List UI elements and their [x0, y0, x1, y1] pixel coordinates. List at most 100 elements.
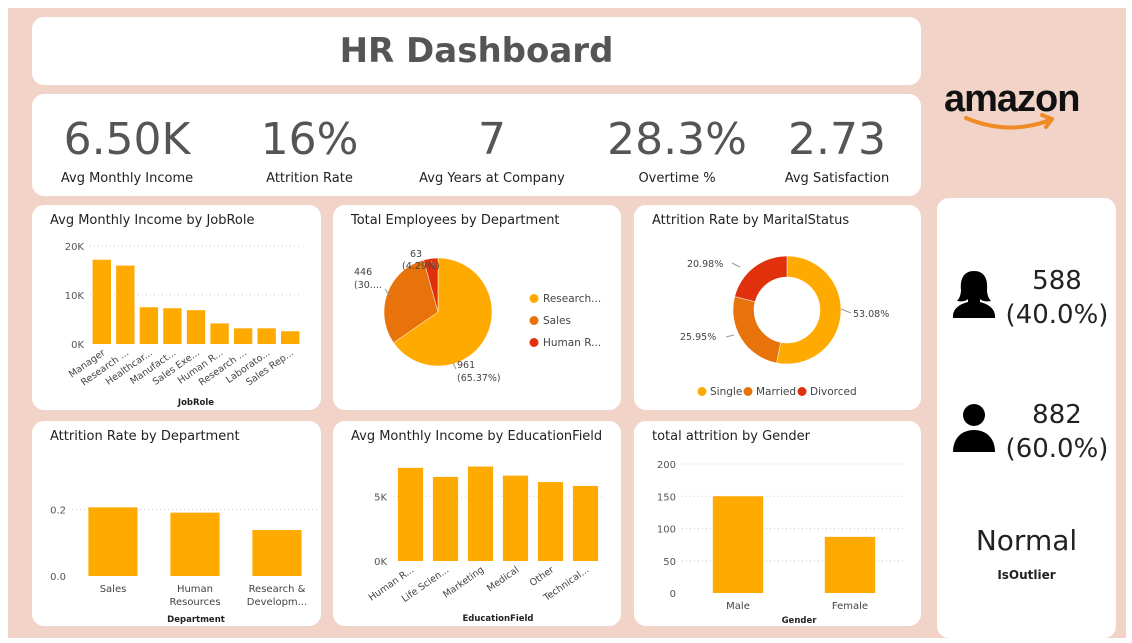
bar	[92, 259, 111, 344]
kpi-attrition-rate[interactable]: 16% Attrition Rate	[227, 94, 392, 196]
bar	[572, 485, 599, 561]
data-label: 20.98%	[687, 259, 723, 270]
amazon-logo: amazon	[938, 78, 1108, 138]
chart-title: Attrition Rate by MaritalStatus	[652, 213, 850, 228]
legend-marker	[797, 387, 807, 396]
legend-label: Human R...	[543, 337, 601, 349]
donut-slice	[776, 255, 842, 365]
y-tick-label: 0.2	[50, 505, 66, 516]
gender-summary-panel: 588 (40.0%) 882 (60.0%) Normal IsOutlier	[937, 198, 1116, 638]
donut-slice	[732, 296, 781, 364]
y-tick-label: 0K	[71, 340, 84, 351]
pie-slice	[423, 257, 439, 313]
legend-label: Married	[756, 386, 796, 398]
dashboard-canvas: HR Dashboard 6.50K Avg Monthly Income 16…	[8, 8, 1126, 638]
leader-line	[452, 362, 457, 370]
y-tick-label: 150	[657, 492, 676, 503]
x-tick-label: Female	[832, 601, 868, 612]
kpi-value: 6.50K	[63, 114, 191, 165]
kpi-value: 28.3%	[607, 114, 747, 165]
bar	[502, 475, 529, 561]
male-person-icon	[953, 404, 995, 452]
x-axis-label: JobRole	[177, 398, 214, 408]
title-panel: HR Dashboard	[32, 17, 921, 85]
y-tick-label: 20K	[65, 242, 85, 253]
bar	[281, 331, 300, 344]
bar	[467, 466, 494, 561]
bar	[824, 536, 876, 593]
leader-line	[731, 262, 741, 268]
chart-title: Attrition Rate by Department	[50, 429, 240, 444]
chart-title: total attrition by Gender	[652, 429, 810, 444]
female-count: 588 (40.0%)	[1001, 264, 1113, 332]
y-tick-label: 0K	[374, 557, 387, 568]
male-value: 882	[1032, 400, 1082, 430]
bar	[397, 467, 424, 561]
kpi-label: Avg Years at Company	[419, 171, 565, 186]
kpi-label: Avg Satisfaction	[784, 171, 890, 186]
outlier-label: IsOutlier	[997, 568, 1056, 582]
attrition-marital-chart: 53.08% 25.95% 20.98% Single Married Divorced	[680, 255, 889, 398]
bar	[170, 512, 220, 576]
data-label: 446	[354, 267, 372, 278]
bar	[186, 310, 206, 344]
kpi-overtime[interactable]: 28.3% Overtime %	[597, 94, 757, 196]
outlier-value: Normal	[975, 524, 1078, 557]
data-label: 53.08%	[853, 309, 889, 320]
bar	[210, 323, 229, 344]
chart-title: Avg Monthly Income by JobRole	[50, 213, 255, 228]
employees-department-chart: 961 (65.37%) 446 (30.... 63(4.29%) Research..…	[354, 249, 601, 384]
legend-label: Single	[710, 386, 742, 398]
legend-marker	[529, 294, 539, 303]
logo-smile-icon	[964, 113, 1054, 130]
kpi-value: 7	[478, 114, 506, 165]
male-count: 882 (60.0%)	[1001, 398, 1113, 466]
y-tick-label: 200	[657, 460, 676, 471]
logo-text: amazon	[944, 78, 1080, 120]
x-tick-label: Sales	[100, 584, 127, 595]
bar	[163, 308, 182, 344]
kpi-label: Overtime %	[638, 171, 716, 186]
kpi-avg-years[interactable]: 7 Avg Years at Company	[402, 94, 582, 196]
pie-slice	[393, 257, 493, 367]
kpi-label: Avg Monthly Income	[60, 171, 194, 186]
x-axis-label: EducationField	[462, 614, 533, 624]
leader-line	[384, 288, 390, 296]
kpi-value: 16%	[260, 114, 359, 165]
bar	[252, 530, 302, 576]
legend-marker	[529, 316, 539, 325]
leader-line	[430, 260, 436, 268]
female-value: 588	[1032, 266, 1082, 296]
y-tick-label: 0.0	[50, 572, 66, 583]
x-tick-label: Male	[726, 601, 750, 612]
kpi-avg-monthly-income[interactable]: 6.50K Avg Monthly Income	[42, 94, 212, 196]
bar	[233, 328, 253, 344]
bar	[139, 307, 159, 344]
x-tick-label: Medical	[485, 564, 521, 594]
leader-line	[840, 308, 852, 314]
pie-slice	[383, 259, 439, 344]
chart-panel-attrition-department: Attrition Rate by Department 0.0 0.2 Sales…	[32, 421, 321, 626]
x-tick-label: Developm...	[247, 597, 307, 608]
data-label: 63	[410, 249, 422, 260]
x-tick-label: Human	[177, 584, 213, 595]
female-pct: (40.0%)	[1005, 300, 1109, 330]
kpi-avg-satisfaction[interactable]: 2.73 Avg Satisfaction	[762, 94, 912, 196]
legend-label: Sales	[543, 315, 571, 327]
legend-label: Research...	[543, 293, 601, 305]
y-tick-label: 10K	[65, 291, 85, 302]
legend-label: Divorced	[810, 386, 857, 398]
y-tick-label: 5K	[374, 492, 387, 503]
data-label: 25.95%	[680, 332, 716, 343]
kpi-panel: 6.50K Avg Monthly Income 16% Attrition R…	[32, 94, 921, 196]
y-tick-label: 0	[670, 589, 676, 600]
chart-panel-income-jobrole: Avg Monthly Income by JobRole 0K 10K 20K Ma…	[32, 205, 321, 410]
data-label: (4.29%)	[402, 261, 440, 272]
x-axis-label: Gender	[782, 616, 818, 626]
donut-slice	[734, 255, 788, 303]
attrition-department-chart: 0.0 0.2 Sales Human Resources Research & Devel…	[50, 505, 318, 625]
bar	[432, 476, 459, 561]
bar	[712, 496, 764, 593]
female-person-icon	[953, 271, 995, 318]
